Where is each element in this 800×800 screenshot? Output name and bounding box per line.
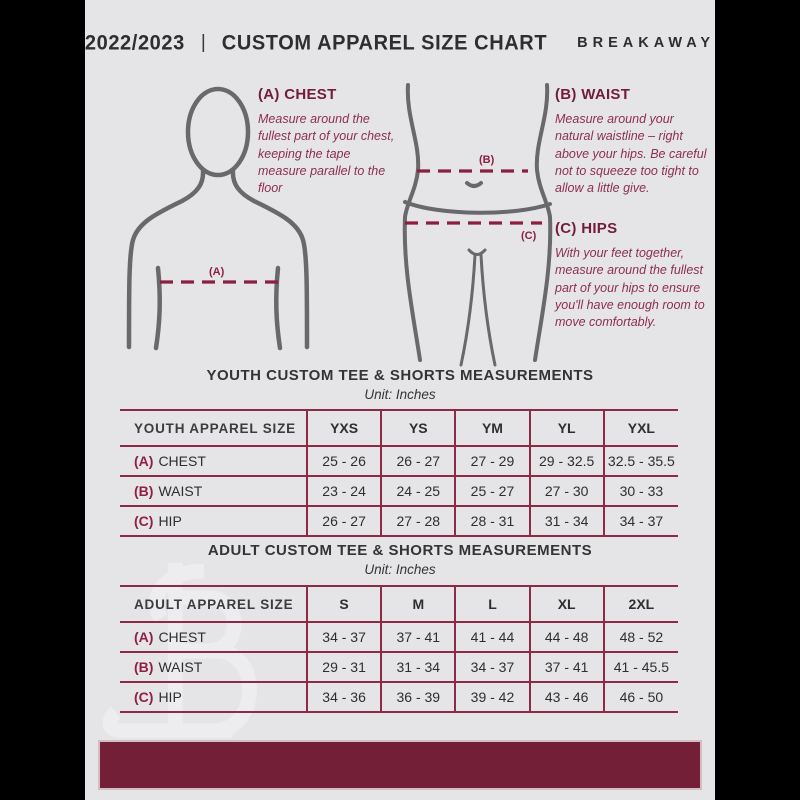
cell: 31 - 34: [380, 651, 456, 683]
chest-heading: (A) CHEST: [258, 86, 337, 103]
marker-a-label: (A): [209, 266, 225, 278]
cell: 29 - 32.5: [528, 445, 604, 477]
row-prefix: (C): [134, 689, 154, 705]
size-col-s: S: [305, 585, 382, 623]
footer-accent-bar: [98, 740, 702, 790]
cell: 34 - 36: [305, 681, 382, 713]
hips-heading: (C) HIPS: [555, 220, 618, 237]
youth-size-header: YOUTH APPAREL SIZE: [120, 409, 307, 447]
youth-unit-label: Unit: Inches: [364, 387, 436, 402]
cell: 41 - 45.5: [602, 651, 678, 683]
row-prefix: (A): [134, 453, 154, 469]
cell: 34 - 37: [454, 651, 530, 683]
row-prefix: (A): [134, 629, 154, 645]
table-row-waist: (B) WAIST 29 - 31 31 - 34 34 - 37 37 - 41…: [120, 651, 678, 683]
page-title: CUSTOM APPAREL SIZE CHART: [221, 30, 548, 55]
cell: 31 - 34: [528, 505, 604, 537]
size-chart-page: 2022/2023 | CUSTOM APPAREL SIZE CHART BR…: [85, 0, 715, 800]
row-label: HIP: [158, 689, 182, 705]
cell: 43 - 46: [528, 681, 604, 713]
size-col-xl: XL: [528, 585, 604, 623]
cell: 26 - 27: [380, 445, 456, 477]
waist-guide: (B) WAIST Measure around your natural wa…: [555, 86, 707, 197]
cell: 32.5 - 35.5: [602, 445, 678, 477]
cell: 37 - 41: [528, 651, 604, 683]
size-col-2xl: 2XL: [602, 585, 678, 623]
cell: 36 - 39: [380, 681, 456, 713]
cell: 41 - 44: [454, 621, 530, 653]
size-col-yl: YL: [528, 409, 604, 447]
table-row-hip: (C) HIP 34 - 36 36 - 39 39 - 42 43 - 46 4…: [120, 681, 678, 713]
cell: 29 - 31: [305, 651, 382, 683]
marker-c-label: (C): [521, 230, 537, 242]
chest-description: Measure around the fullest part of your …: [258, 112, 395, 195]
row-label: WAIST: [158, 483, 203, 499]
table-row-chest: (A) CHEST 34 - 37 37 - 41 41 - 44 44 - 48…: [120, 621, 678, 653]
cell: 28 - 31: [454, 505, 530, 537]
row-label: HIP: [158, 513, 182, 529]
table-row-waist: (B) WAIST 23 - 24 24 - 25 25 - 27 27 - 30…: [120, 475, 678, 507]
cell: 27 - 29: [454, 445, 530, 477]
cell: 24 - 25: [380, 475, 456, 507]
cell: 48 - 52: [602, 621, 678, 653]
cell: 25 - 26: [305, 445, 382, 477]
waist-hip-measure-figure: (B) (C): [402, 83, 553, 367]
row-prefix: (C): [134, 513, 154, 529]
row-prefix: (B): [134, 483, 154, 499]
marker-b-label: (B): [479, 154, 495, 166]
youth-section-title: YOUTH CUSTOM TEE & SHORTS MEASUREMENTS: [206, 367, 594, 384]
size-col-yxs: YXS: [305, 409, 382, 447]
header-year: 2022/2023: [85, 30, 185, 55]
row-label: CHEST: [158, 629, 206, 645]
page-header: 2022/2023 | CUSTOM APPAREL SIZE CHART BR…: [85, 22, 715, 64]
cell: 23 - 24: [305, 475, 382, 507]
chest-guide: (A) CHEST Measure around the fullest par…: [258, 86, 398, 197]
cell: 26 - 27: [305, 505, 382, 537]
cell: 27 - 28: [380, 505, 456, 537]
header-separator: |: [200, 32, 206, 53]
cell: 25 - 27: [454, 475, 530, 507]
cell: 30 - 33: [602, 475, 678, 507]
brand-name: BREAKAWAY: [577, 35, 715, 51]
youth-size-table: YOUTH APPAREL SIZE YXS YS YM YL YXL (A) C…: [120, 409, 678, 537]
size-col-ym: YM: [454, 409, 530, 447]
adult-size-header: ADULT APPAREL SIZE: [120, 585, 307, 623]
table-header-row: YOUTH APPAREL SIZE YXS YS YM YL YXL: [120, 409, 678, 447]
table-row-chest: (A) CHEST 25 - 26 26 - 27 27 - 29 29 - 32…: [120, 445, 678, 477]
adult-unit-label: Unit: Inches: [364, 562, 436, 577]
cell: 34 - 37: [305, 621, 382, 653]
cell: 39 - 42: [454, 681, 530, 713]
chest-measure-figure: (A): [126, 86, 310, 351]
row-label: WAIST: [158, 659, 203, 675]
size-col-m: M: [380, 585, 456, 623]
size-col-l: L: [454, 585, 530, 623]
row-prefix: (B): [134, 659, 154, 675]
size-col-yxl: YXL: [602, 409, 678, 447]
table-row-hip: (C) HIP 26 - 27 27 - 28 28 - 31 31 - 34 3…: [120, 505, 678, 537]
hips-guide: (C) HIPS With your feet together, measur…: [555, 220, 707, 331]
adult-size-table: ADULT APPAREL SIZE S M L XL 2XL (A) CHEST…: [120, 585, 678, 713]
cell: 34 - 37: [602, 505, 678, 537]
cell: 44 - 48: [528, 621, 604, 653]
hips-description: With your feet together, measure around …: [555, 246, 705, 329]
waist-heading: (B) WAIST: [555, 86, 631, 103]
waist-description: Measure around your natural waistline – …: [555, 112, 707, 195]
row-label: CHEST: [158, 453, 206, 469]
cell: 46 - 50: [602, 681, 678, 713]
adult-section-title: ADULT CUSTOM TEE & SHORTS MEASUREMENTS: [207, 542, 593, 559]
size-col-ys: YS: [380, 409, 456, 447]
table-header-row: ADULT APPAREL SIZE S M L XL 2XL: [120, 585, 678, 623]
cell: 37 - 41: [380, 621, 456, 653]
cell: 27 - 30: [528, 475, 604, 507]
